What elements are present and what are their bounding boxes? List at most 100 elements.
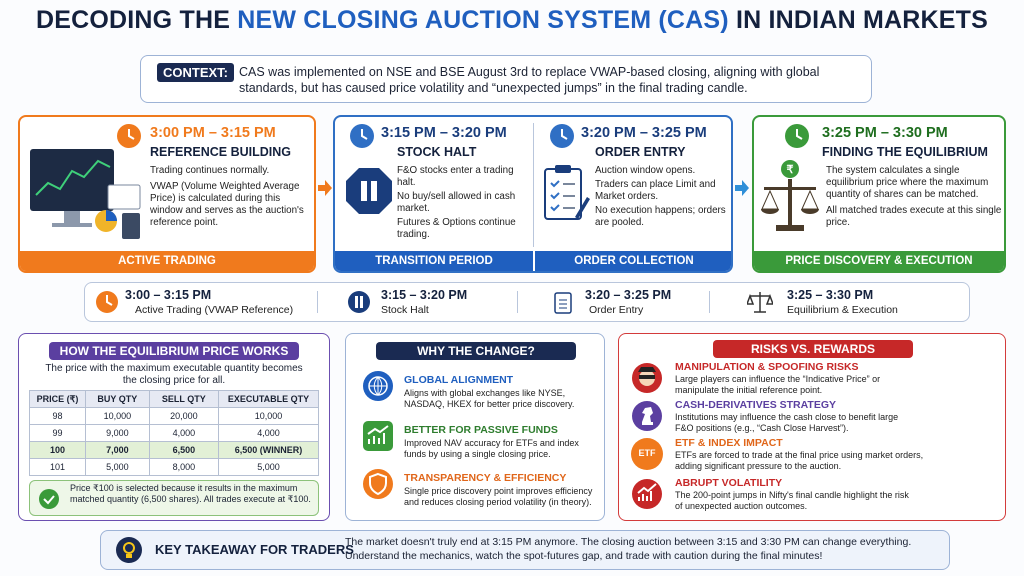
cell: 20,000 <box>148 407 220 425</box>
context-text: CAS was implemented on NSE and BSE Augus… <box>239 65 820 95</box>
context-box: CONTEXT: CAS was implemented on NSE and … <box>140 55 872 103</box>
arrow <box>735 180 749 196</box>
divider <box>517 291 518 313</box>
item-text: The 200-point jumps in Nifty's final can… <box>675 490 909 511</box>
item-title: GLOBAL ALIGNMENT <box>404 374 514 386</box>
phase-card-group: 3:15 PM – 3:20 PM STOCK HALT F&O stocks … <box>333 115 733 273</box>
shield-icon <box>363 469 393 499</box>
risks-panel: RISKS VS. REWARDS MANIPULATION & SPOOFIN… <box>618 333 1006 521</box>
item-title: CASH-DERIVATIVES STRATEGY <box>675 399 837 411</box>
timeline-time: 3:25 – 3:30 PM <box>787 288 874 302</box>
price-table: PRICE (₹) BUY QTY SELL QTY EXECUTABLE QT… <box>29 390 319 476</box>
item-title: ABRUPT VOLATILITY <box>675 477 783 489</box>
header-cell: SELL QTY <box>148 390 220 408</box>
item-title: ETF & INDEX IMPACT <box>675 437 783 449</box>
divider <box>317 291 318 313</box>
cell: 4,000 <box>148 424 220 442</box>
phase-line: No execution happens; orders are pooled. <box>595 205 726 228</box>
panel-title: HOW THE EQUILIBRIUM PRICE WORKS <box>49 342 299 360</box>
clock-icon <box>117 124 141 148</box>
etf-icon: ETF <box>631 438 663 470</box>
item-text: Large players can influence the “Indicat… <box>675 374 881 395</box>
panel-intro: The price with the maximum executable qu… <box>45 363 303 386</box>
phase-footer: ACTIVE TRADING <box>20 251 314 271</box>
spy-icon <box>632 363 662 393</box>
clock-icon <box>96 291 118 313</box>
trading-screen-icon <box>30 149 141 239</box>
cell: 101 <box>29 458 86 476</box>
phase-line: Futures & Options continue trading. <box>397 217 516 240</box>
phase-line: VWAP (Volume Weighted Average Price) is … <box>150 181 304 228</box>
phase-line: No buy/sell allowed in cash market. <box>397 191 516 214</box>
header-cell: PRICE (₹) <box>29 390 86 408</box>
divider <box>709 291 710 313</box>
phase-title: ORDER ENTRY <box>595 145 686 159</box>
context-label: CONTEXT: <box>157 63 234 82</box>
halt-icon <box>348 291 370 313</box>
scale-icon: ₹ <box>761 160 819 231</box>
timeline: 3:00 – 3:15 PM Active Trading (VWAP Refe… <box>84 282 970 322</box>
phase-title: REFERENCE BUILDING <box>150 145 291 159</box>
phase-title: STOCK HALT <box>397 145 477 159</box>
phase-line: Traders can place Limit and Market order… <box>595 179 716 202</box>
cell: 9,000 <box>85 424 150 442</box>
phase-time: 3:15 PM – 3:20 PM <box>381 125 507 141</box>
scale-icon <box>747 292 773 313</box>
phase-time: 3:20 PM – 3:25 PM <box>581 125 707 141</box>
chess-icon <box>632 401 662 431</box>
cell: 98 <box>29 407 86 425</box>
cell: 10,000 <box>85 407 150 425</box>
svg-text:₹: ₹ <box>787 164 794 176</box>
cell: 10,000 <box>218 407 319 425</box>
header-cell: EXECUTABLE QTY <box>218 390 319 408</box>
arrow <box>318 180 332 196</box>
item-text: Aligns with global exchanges like NYSE, … <box>404 388 575 409</box>
takeaway-title: KEY TAKEAWAY FOR TRADERS <box>155 542 354 557</box>
clipboard-icon <box>554 292 572 314</box>
phase-title: FINDING THE EQUILIBRIUM <box>822 145 988 159</box>
cell: 99 <box>29 424 86 442</box>
globe-icon <box>363 371 393 401</box>
item-title: BETTER FOR PASSIVE FUNDS <box>404 424 558 436</box>
cell: 8,000 <box>148 458 220 476</box>
phase-line: Auction window opens. <box>595 165 696 176</box>
header-cell: BUY QTY <box>85 390 150 408</box>
result-note: Price ₹100 is selected because it result… <box>29 480 319 516</box>
cell: 7,000 <box>85 441 150 459</box>
icon-text: ETF <box>638 448 656 458</box>
phase-line: F&O stocks enter a trading halt. <box>397 165 514 188</box>
cell: 5,000 <box>218 458 319 476</box>
phase-card: 3:00 PM – 3:15 PM REFERENCE BUILDING Tra… <box>18 115 316 273</box>
table-header: PRICE (₹) BUY QTY SELL QTY EXECUTABLE QT… <box>29 390 319 408</box>
takeaway-text: The market doesn't truly end at 3:15 PM … <box>345 536 912 562</box>
note-text: Price ₹100 is selected because it result… <box>70 483 314 504</box>
clock-icon <box>785 124 809 148</box>
divider <box>533 123 534 247</box>
timeline-label: Stock Halt <box>381 304 429 316</box>
cell: 4,000 <box>218 424 319 442</box>
clipboard-icon <box>544 165 590 220</box>
title-highlight: NEW CLOSING AUCTION SYSTEM (CAS) <box>237 6 729 34</box>
bulb-icon <box>116 537 142 563</box>
item-text: Improved NAV accuracy for ETFs and index… <box>404 438 579 459</box>
note-end: All trades execute at ₹100. <box>203 493 311 504</box>
timeline-label: Order Entry <box>589 304 644 316</box>
check-icon <box>39 489 59 509</box>
clock-icon <box>550 124 574 148</box>
halt-icon <box>346 168 392 214</box>
phase-card: ₹ 3:25 PM – 3:30 PM FINDING THE EQUILIBR… <box>752 115 1006 273</box>
chart-icon <box>363 421 393 451</box>
phase-footer: ORDER COLLECTION <box>535 251 731 271</box>
volatility-icon <box>632 479 662 509</box>
note: Price ₹100 is selected because it result… <box>70 483 298 504</box>
title-end: IN INDIAN MARKETS <box>735 6 988 34</box>
phase-time: 3:25 PM – 3:30 PM <box>822 125 948 141</box>
table-row: 101 5,000 8,000 5,000 <box>29 458 319 476</box>
phase-time: 3:00 PM – 3:15 PM <box>150 125 276 141</box>
phase-line: Trading continues normally. <box>150 165 270 176</box>
phase-footer: PRICE DISCOVERY & EXECUTION <box>754 251 1004 271</box>
timeline-time: 3:20 – 3:25 PM <box>585 288 672 302</box>
table-row: 98 10,000 20,000 10,000 <box>29 407 319 425</box>
phase-line: All matched trades execute at this singl… <box>826 205 1002 228</box>
